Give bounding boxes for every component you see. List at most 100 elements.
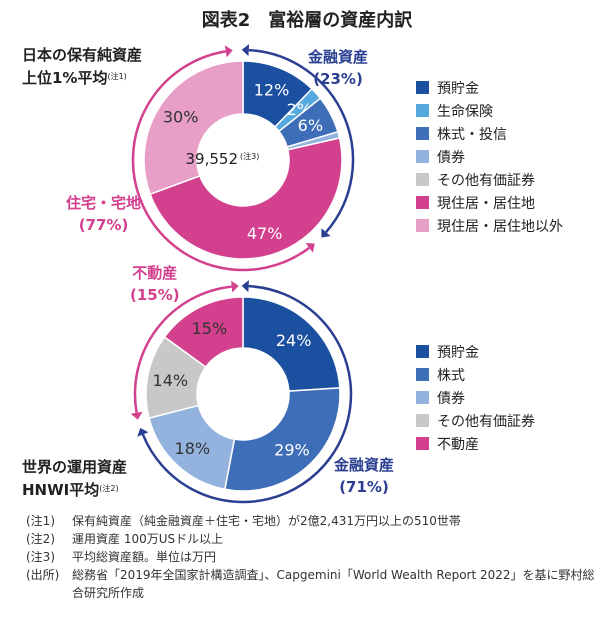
chart2-realestate-arrowhead bbox=[130, 411, 143, 420]
legend-item: 預貯金 bbox=[416, 340, 535, 363]
footnote-text: 総務省「2019年全国家計構造調査」、Capgemini「World Wealt… bbox=[72, 568, 595, 600]
footnote-text: 平均総資産額。単位は万円 bbox=[72, 550, 217, 564]
slice-label: 30% bbox=[163, 108, 199, 127]
legend-item: その他有価証券 bbox=[416, 409, 535, 432]
legend-label: 現住居・居住地以外 bbox=[437, 218, 563, 235]
legend-label: 株式 bbox=[437, 367, 465, 384]
legend-label: その他有価証券 bbox=[437, 172, 535, 189]
footnote-tag: (注1) bbox=[26, 514, 55, 528]
legend-swatch bbox=[416, 127, 429, 140]
slice-7 bbox=[143, 60, 244, 196]
legend-label: 現住居・居住地 bbox=[437, 195, 535, 212]
chart2-financial-label: 金融資産 (71%) bbox=[334, 454, 394, 498]
group-share: (15%) bbox=[130, 286, 180, 304]
group-name: 金融資産 bbox=[334, 456, 395, 474]
legend-item: 債券 bbox=[416, 145, 563, 168]
chart2-title: 世界の運用資産 HNWI平均(注2) bbox=[22, 456, 127, 501]
slice-6 bbox=[149, 137, 343, 260]
legend-item: 現住居・居住地 bbox=[416, 191, 563, 214]
slice-label: 6% bbox=[298, 116, 323, 135]
legend-label: 預貯金 bbox=[437, 344, 479, 361]
legend-label: 債券 bbox=[437, 390, 465, 407]
legend-item: 株式・投信 bbox=[416, 122, 563, 145]
legend-item: 生命保険 bbox=[416, 99, 563, 122]
legend-swatch bbox=[416, 414, 429, 427]
footnotes: (注1) 保有純資産（純金融資産＋住宅・宅地）が2億2,431万円以上の510世帯… bbox=[26, 512, 596, 602]
chart1-financial-label: 金融資産 (23%) bbox=[308, 46, 368, 90]
chart1-financial-arc bbox=[248, 48, 355, 233]
group-share: (71%) bbox=[339, 478, 389, 496]
legend-swatch bbox=[416, 196, 429, 209]
chart1-housing-arrowhead bbox=[305, 243, 315, 253]
legend-swatch bbox=[416, 219, 429, 232]
center-value-note: (注3) bbox=[240, 151, 259, 161]
chart1-financial-arrowhead bbox=[241, 44, 250, 57]
footnote: (注1) 保有純資産（純金融資産＋住宅・宅地）が2億2,431万円以上の510世帯 bbox=[26, 512, 596, 530]
footnote-tag: (注3) bbox=[26, 550, 55, 564]
slice-label: 47% bbox=[247, 224, 283, 243]
footnote: (出所) 総務省「2019年全国家計構造調査」、Capgemini「World W… bbox=[26, 566, 596, 602]
slice-1 bbox=[242, 296, 341, 392]
legend-item: 不動産 bbox=[416, 432, 535, 455]
donut-chart-world: 24% 29% 18% 14% 15% bbox=[145, 296, 341, 492]
chart2-title-line1: 世界の運用資産 bbox=[22, 458, 128, 476]
slice-label: 14% bbox=[153, 371, 189, 390]
legend-swatch bbox=[416, 104, 429, 117]
chart1-title-line2: 上位1%平均 bbox=[22, 69, 108, 87]
footnote-text: 保有純資産（純金融資産＋住宅・宅地）が2億2,431万円以上の510世帯 bbox=[72, 514, 461, 528]
footnote-tag: (注2) bbox=[26, 532, 55, 546]
legend-swatch bbox=[416, 391, 429, 404]
legend-item: 債券 bbox=[416, 386, 535, 409]
center-value: 39,552 bbox=[186, 150, 239, 168]
chart1-title-note: (注1) bbox=[107, 72, 127, 81]
chart2-title-line2: HNWI平均 bbox=[22, 481, 100, 499]
legend-swatch bbox=[416, 345, 429, 358]
legend-swatch bbox=[416, 173, 429, 186]
group-name: 金融資産 bbox=[308, 48, 369, 66]
group-name: 住宅・宅地 bbox=[66, 194, 142, 212]
legend-item: 預貯金 bbox=[416, 76, 563, 99]
group-name: 不動産 bbox=[132, 264, 178, 282]
chart2-financial-arrowhead bbox=[137, 427, 149, 437]
slice-label: 29% bbox=[274, 441, 310, 460]
legend-swatch bbox=[416, 437, 429, 450]
chart1-title-line1: 日本の保有純資産 bbox=[22, 46, 143, 64]
footnote: (注3) 平均総資産額。単位は万円 bbox=[26, 548, 596, 566]
legend-label: 不動産 bbox=[437, 436, 479, 453]
slice-5 bbox=[163, 296, 244, 369]
legend-swatch bbox=[416, 81, 429, 94]
legend-swatch bbox=[416, 150, 429, 163]
legend-label: 預貯金 bbox=[437, 80, 479, 97]
slice-label: 12% bbox=[254, 81, 290, 100]
slice-label: 18% bbox=[175, 439, 211, 458]
footnote: (注2) 運用資産 100万USドル以上 bbox=[26, 530, 596, 548]
chart1-housing-arc bbox=[131, 50, 310, 272]
legend-chart2: 預貯金株式債券その他有価証券 不動産 bbox=[416, 340, 535, 455]
slice-label: 24% bbox=[276, 331, 312, 350]
chart1-title: 日本の保有純資産 上位1%平均(注1) bbox=[22, 44, 142, 89]
chart2-financial-arrowhead bbox=[241, 280, 249, 293]
chart1-housing-arrowhead bbox=[224, 45, 233, 58]
slice-label: 15% bbox=[192, 319, 228, 338]
group-share: (23%) bbox=[313, 70, 363, 88]
legend-item: 現住居・居住地以外 bbox=[416, 214, 563, 237]
chart2-realestate-arc bbox=[133, 285, 232, 413]
footnote-text: 運用資産 100万USドル以上 bbox=[72, 532, 224, 546]
chart2-financial-arc bbox=[141, 284, 353, 504]
legend-item: その他有価証券 bbox=[416, 168, 563, 191]
group-share: (77%) bbox=[78, 216, 129, 234]
chart1-financial-arrowhead bbox=[321, 228, 331, 238]
footnote-tag: (出所) bbox=[26, 568, 60, 582]
legend-label: その他有価証券 bbox=[437, 413, 535, 430]
chart2-realestate-arrowhead bbox=[231, 280, 239, 293]
chart2-realestate-label: 不動産 (15%) bbox=[130, 262, 180, 306]
donut-chart-japan: 12%2%6%47%30% bbox=[143, 60, 343, 260]
figure-title: 図表2 富裕層の資産内訳 bbox=[201, 10, 413, 31]
legend-chart1: 預貯金生命保険株式・投信債券その他有価証券 現住居・居住地現住居・居住地以外 bbox=[416, 76, 563, 237]
slice-2 bbox=[223, 387, 341, 492]
legend-label: 株式・投信 bbox=[437, 126, 507, 143]
legend-item: 株式 bbox=[416, 363, 535, 386]
chart2-title-note: (注2) bbox=[99, 484, 119, 493]
legend-swatch bbox=[416, 368, 429, 381]
